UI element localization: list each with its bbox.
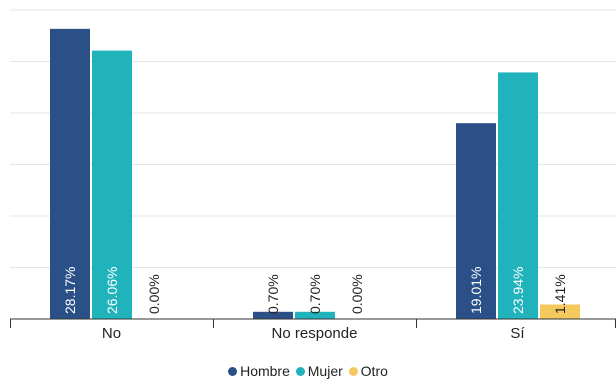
- bar-hombre-2: [456, 123, 496, 320]
- data-label-hombre-0: 28.17%: [62, 267, 78, 314]
- bar-mujer-2: [498, 72, 538, 319]
- bar-mujer-1: [295, 311, 335, 319]
- data-label-hombre-1: 0.70%: [265, 274, 281, 314]
- legend-dot-otro: [348, 367, 358, 376]
- legend-item-hombre[interactable]: Hombre: [228, 362, 290, 380]
- legend-dot-hombre: [228, 367, 238, 376]
- data-label-mujer-0: 26.06%: [104, 267, 120, 314]
- legend-dot-mujer: [295, 367, 305, 376]
- x-tick-label-0: No: [102, 325, 121, 342]
- data-label-otro-1: 0.00%: [349, 274, 365, 314]
- legend-item-mujer[interactable]: Mujer: [295, 362, 343, 380]
- legend-label-mujer: Mujer: [307, 363, 343, 379]
- bar-otro-2: [540, 304, 580, 319]
- data-label-mujer-1: 0.70%: [307, 274, 323, 314]
- x-tick-label-2: Sí: [510, 325, 525, 342]
- bar-hombre-1: [253, 311, 293, 319]
- legend-label-hombre: Hombre: [240, 363, 290, 379]
- chart-legend: Hombre Mujer Otro: [0, 362, 616, 380]
- bar-mujer-0: [92, 50, 132, 319]
- data-label-hombre-2: 19.01%: [468, 267, 484, 314]
- x-tick-label-1: No responde: [272, 325, 358, 342]
- legend-label-otro: Otro: [360, 363, 388, 379]
- data-label-mujer-2: 23.94%: [510, 267, 526, 314]
- data-label-otro-2: 1.41%: [552, 274, 568, 314]
- data-label-otro-0: 0.00%: [146, 274, 162, 314]
- legend-item-otro[interactable]: Otro: [348, 362, 388, 380]
- bar-hombre-0: [50, 28, 90, 319]
